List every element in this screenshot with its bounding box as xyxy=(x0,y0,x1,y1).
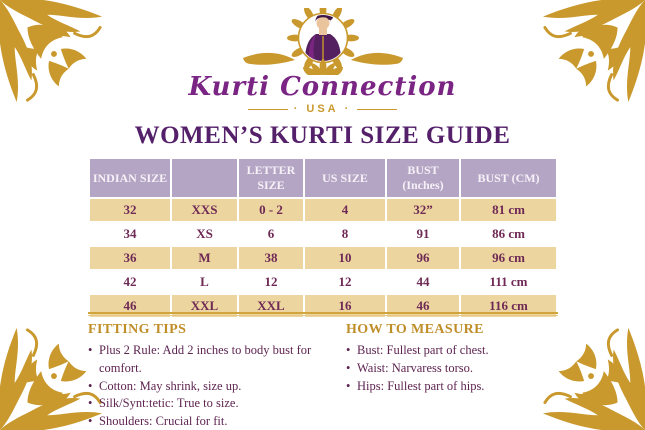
table-cell: 44 xyxy=(387,271,459,293)
table-cell: 46 xyxy=(387,295,459,317)
table-cell: 0 - 2 xyxy=(239,199,303,221)
column-header-us-size: US SIZE xyxy=(305,159,385,197)
fitting-tips-section: FITTING TIPS Plus 2 Rule: Add 2 inches t… xyxy=(88,322,346,430)
table-cell: 81 cm xyxy=(461,199,556,221)
table-cell: 16 xyxy=(305,295,385,317)
list-item: Bust: Fullest part of chest. xyxy=(346,342,558,360)
page-title: WOMEN’S KURTI SIZE GUIDE xyxy=(134,122,511,149)
how-to-measure-heading: HOW TO MEASURE xyxy=(346,322,484,337)
right-rule xyxy=(357,108,398,110)
list-item: Shoulders: Crucial for fit. xyxy=(88,413,346,430)
table-cell: 10 xyxy=(305,247,385,269)
gold-divider xyxy=(88,312,558,316)
list-item: Hips: Fullest part of hips. xyxy=(346,378,558,396)
lotus-icon xyxy=(302,58,343,75)
table-cell: XXL xyxy=(172,295,237,317)
brand-name: Kurti Connection xyxy=(188,72,457,102)
brand-logo: Kurti Connection · USA · xyxy=(0,8,645,115)
table-cell: 86 cm xyxy=(461,223,556,245)
brand-country-label: USA xyxy=(306,103,339,115)
table-cell: 46 xyxy=(90,295,170,317)
table-cell: XXL xyxy=(239,295,303,317)
table-cell: 8 xyxy=(305,223,385,245)
column-header-indian-size: INDIAN SIZE xyxy=(90,159,170,197)
table-cell: 6 xyxy=(239,223,303,245)
list-item: Silk/Synt:tetic: True to size. xyxy=(88,395,346,413)
header-row: INDIAN SIZE LETTER SIZE US SIZE BUST (In… xyxy=(90,159,556,197)
column-header-blank xyxy=(172,159,237,197)
column-header-bust-inches: BUST (Inches) xyxy=(387,159,459,197)
table-cell: 42 xyxy=(90,271,170,293)
brand-emblem-icon xyxy=(242,8,403,75)
table-cell: M xyxy=(172,247,237,269)
table-row: 32 XXS 0 - 2 4 32” 81 cm xyxy=(90,199,556,221)
how-to-measure-section: HOW TO MEASURE Bust: Fullest part of che… xyxy=(346,322,558,430)
table-cell: 32” xyxy=(387,199,459,221)
table-row: 34 XS 6 8 91 86 cm xyxy=(90,223,556,245)
table-row: 46 XXL XXL 16 46 116 cm xyxy=(90,295,556,317)
size-table: INDIAN SIZE LETTER SIZE US SIZE BUST (In… xyxy=(88,157,558,319)
table-cell: 91 xyxy=(387,223,459,245)
table-row: 36 M 38 10 96 96 cm xyxy=(90,247,556,269)
list-item: Cotton: May shrink, size up. xyxy=(88,378,346,396)
table-cell: 34 xyxy=(90,223,170,245)
table-cell: 4 xyxy=(305,199,385,221)
table-cell: 12 xyxy=(239,271,303,293)
table-cell: XXS xyxy=(172,199,237,221)
fitting-tips-list: Plus 2 Rule: Add 2 inches to body bust f… xyxy=(88,342,346,430)
table-cell: XS xyxy=(172,223,237,245)
table-cell: 38 xyxy=(239,247,303,269)
left-rule xyxy=(247,108,288,110)
how-to-measure-list: Bust: Fullest part of chest. Waist: Narv… xyxy=(346,342,558,395)
fitting-tips-heading: FITTING TIPS xyxy=(88,322,187,337)
tips-section: FITTING TIPS Plus 2 Rule: Add 2 inches t… xyxy=(88,322,558,430)
table-cell: 36 xyxy=(90,247,170,269)
table-cell: 96 xyxy=(387,247,459,269)
table-cell: 96 cm xyxy=(461,247,556,269)
table-cell: 111 cm xyxy=(461,271,556,293)
table-cell: 12 xyxy=(305,271,385,293)
table-cell: 116 cm xyxy=(461,295,556,317)
column-header-letter-size: LETTER SIZE xyxy=(239,159,303,197)
list-item: Waist: Narvaress torso. xyxy=(346,360,558,378)
table-cell: 32 xyxy=(90,199,170,221)
brand-country: · USA · xyxy=(0,103,645,115)
column-header-bust-cm: BUST (CM) xyxy=(461,159,556,197)
table-cell: L xyxy=(172,271,237,293)
list-item: Plus 2 Rule: Add 2 inches to body bust f… xyxy=(88,342,346,378)
table-row: 42 L 12 12 44 111 cm xyxy=(90,271,556,293)
